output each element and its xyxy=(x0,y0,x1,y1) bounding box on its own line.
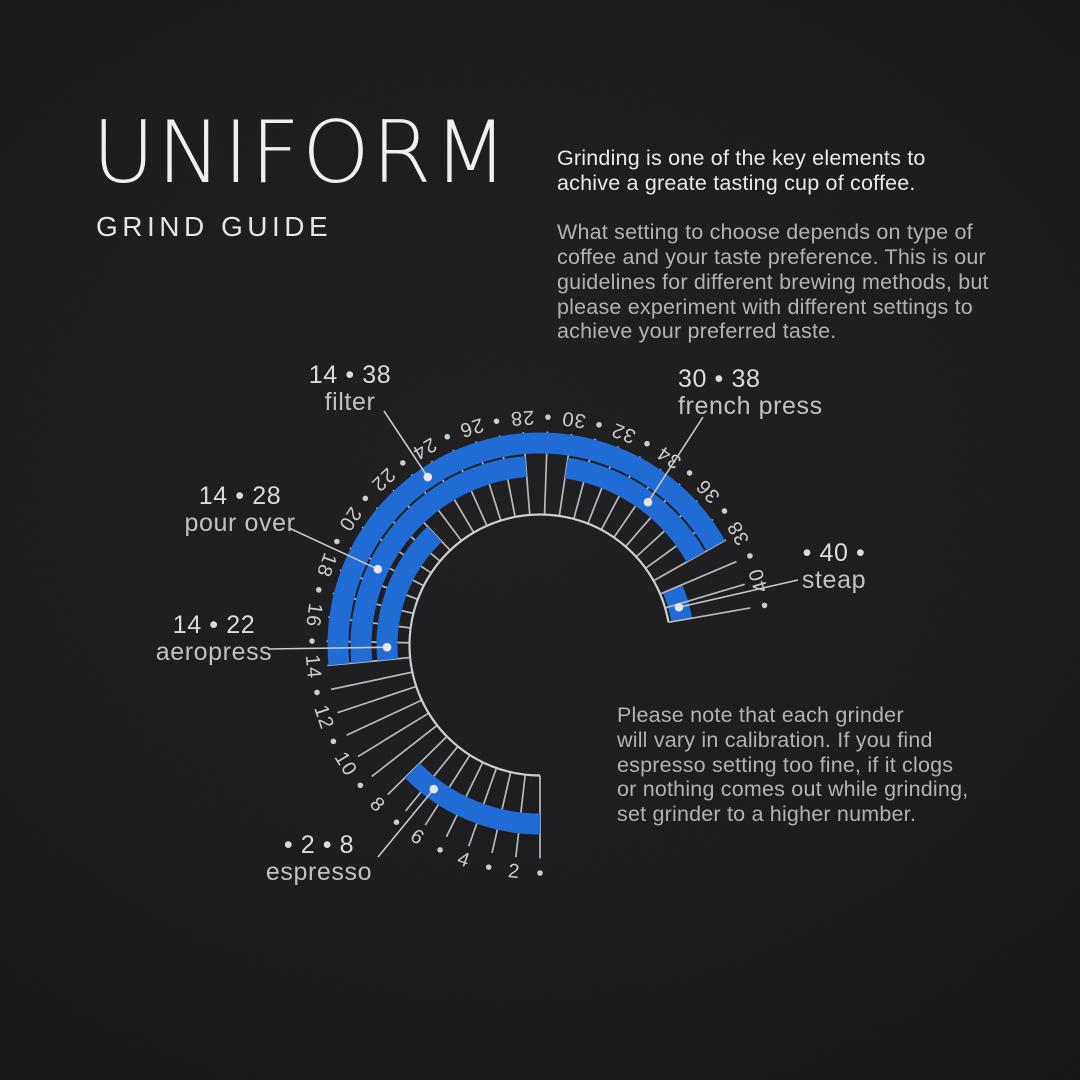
method-name: espresso xyxy=(265,858,373,886)
dial-arcs xyxy=(327,432,725,835)
scale-number: 8 xyxy=(365,793,389,817)
method-name: steap xyxy=(801,566,867,594)
leader-dot-filter xyxy=(423,472,433,482)
scale-number: 18 xyxy=(312,550,341,580)
leader-dot-pour-over xyxy=(373,564,383,574)
scale-number: 12 xyxy=(309,702,338,732)
scale-number: 28 xyxy=(509,406,535,430)
method-label-espresso: • 2 • 8 espresso xyxy=(266,832,372,886)
method-label-pour-over: 14 • 28 pour over xyxy=(184,483,295,537)
scale-number: 16 xyxy=(301,602,326,629)
leader-dot-espresso xyxy=(429,784,439,794)
leader-line-steap xyxy=(678,579,799,609)
scale-number: 10 xyxy=(330,748,361,780)
scale-number: 24 xyxy=(408,433,440,464)
method-label-french-press: 30 • 38 french press xyxy=(678,366,823,420)
method-name: filter xyxy=(324,388,376,416)
method-range: 14 • 22 xyxy=(172,611,256,639)
leader-dot-steap xyxy=(674,602,684,612)
method-range: • 40 • xyxy=(802,539,866,567)
method-name: pour over xyxy=(184,509,296,537)
scale-number: 4 xyxy=(454,848,473,873)
leader-dot-french-press xyxy=(643,497,653,507)
scale-number: 32 xyxy=(608,418,639,447)
method-label-aeropress: 14 • 22 aeropress xyxy=(156,612,273,666)
method-range: 14 • 28 xyxy=(198,482,282,510)
method-label-filter: 14 • 38 filter xyxy=(309,362,391,416)
scale-number: 6 xyxy=(406,825,428,850)
method-label-steap: • 40 • steap xyxy=(802,540,866,594)
method-name: french press xyxy=(678,392,823,420)
dial-hub-ring xyxy=(408,513,670,777)
scale-number: 30 xyxy=(560,407,587,432)
scale-number: 26 xyxy=(457,413,487,441)
method-name: aeropress xyxy=(155,638,273,666)
method-range: 30 • 38 xyxy=(678,365,761,393)
leader-dot-aeropress xyxy=(382,642,392,652)
method-range: 14 • 38 xyxy=(308,361,392,389)
method-range: • 2 • 8 xyxy=(283,831,355,859)
scale-number: 38 xyxy=(723,517,754,549)
scale-number: 20 xyxy=(334,503,366,535)
scale-number: 14 xyxy=(301,654,325,680)
scale-number: 2 xyxy=(507,860,522,883)
